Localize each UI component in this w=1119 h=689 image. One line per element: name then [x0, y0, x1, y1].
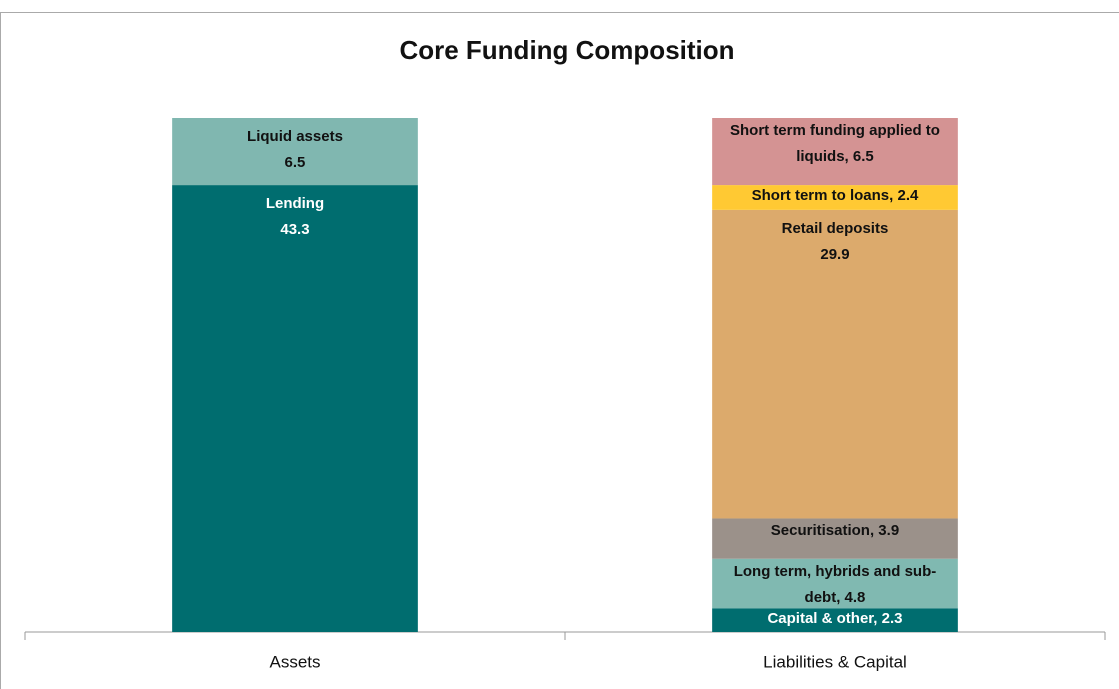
data-label: Long term, hybrids and sub-debt, 4.8 — [712, 559, 958, 609]
bar-segment — [712, 118, 958, 186]
data-label: Short term to loans, 2.4 — [712, 183, 958, 209]
data-label-value: 29.9 — [820, 245, 850, 263]
data-label-box: Long term, hybrids and sub-debt, 4.8 — [712, 559, 958, 609]
chart-title: Core Funding Composition — [399, 35, 734, 65]
bar-segment — [712, 558, 958, 609]
bar-segment — [172, 185, 418, 632]
bar-segment — [712, 185, 958, 210]
data-label-text: Short term funding applied to liquids, 6… — [729, 122, 940, 165]
data-label: Lending 43.3 — [172, 185, 418, 243]
data-label-text: Capital & other, 2.3 — [767, 610, 903, 628]
bar-segment — [712, 608, 958, 632]
data-label-text: Securitisation, 3.9 — [770, 522, 900, 540]
data-label-box: Lending 43.3 — [172, 185, 418, 243]
data-label-box: Short term funding applied to liquids, 6… — [712, 118, 958, 170]
data-label: Securitisation, 3.9 — [712, 518, 958, 544]
data-label: Liquid assets 6.5 — [172, 118, 418, 176]
data-label-box: Capital & other, 2.3 — [712, 606, 958, 632]
data-label-value: 43.3 — [280, 221, 310, 239]
x-tick-label: Assets — [269, 652, 320, 671]
data-label: Retail deposits 29.9 — [712, 210, 958, 268]
data-label-box: Liquid assets 6.5 — [172, 118, 418, 176]
data-label-text: Long term, hybrids and sub-debt, 4.8 — [733, 562, 937, 606]
data-label-text: Short term to loans, 2.4 — [751, 187, 919, 205]
x-tick-label: Liabilities & Capital — [763, 652, 907, 671]
bar-segment — [712, 518, 958, 559]
bar-segment — [712, 209, 958, 519]
series-name: Lending — [265, 195, 325, 213]
data-label: Capital & other, 2.3 — [712, 606, 958, 632]
series-name: Liquid assets — [247, 128, 343, 145]
data-label-box: Short term to loans, 2.4 — [712, 183, 958, 209]
data-label-box: Securitisation, 3.9 — [712, 518, 958, 544]
data-label: Short term funding applied to liquids, 6… — [712, 118, 958, 170]
data-label-value: 6.5 — [284, 154, 306, 171]
data-label-box: Retail deposits 29.9 — [712, 210, 958, 268]
series-name: Retail deposits — [781, 219, 889, 237]
bar-segment — [172, 118, 418, 186]
